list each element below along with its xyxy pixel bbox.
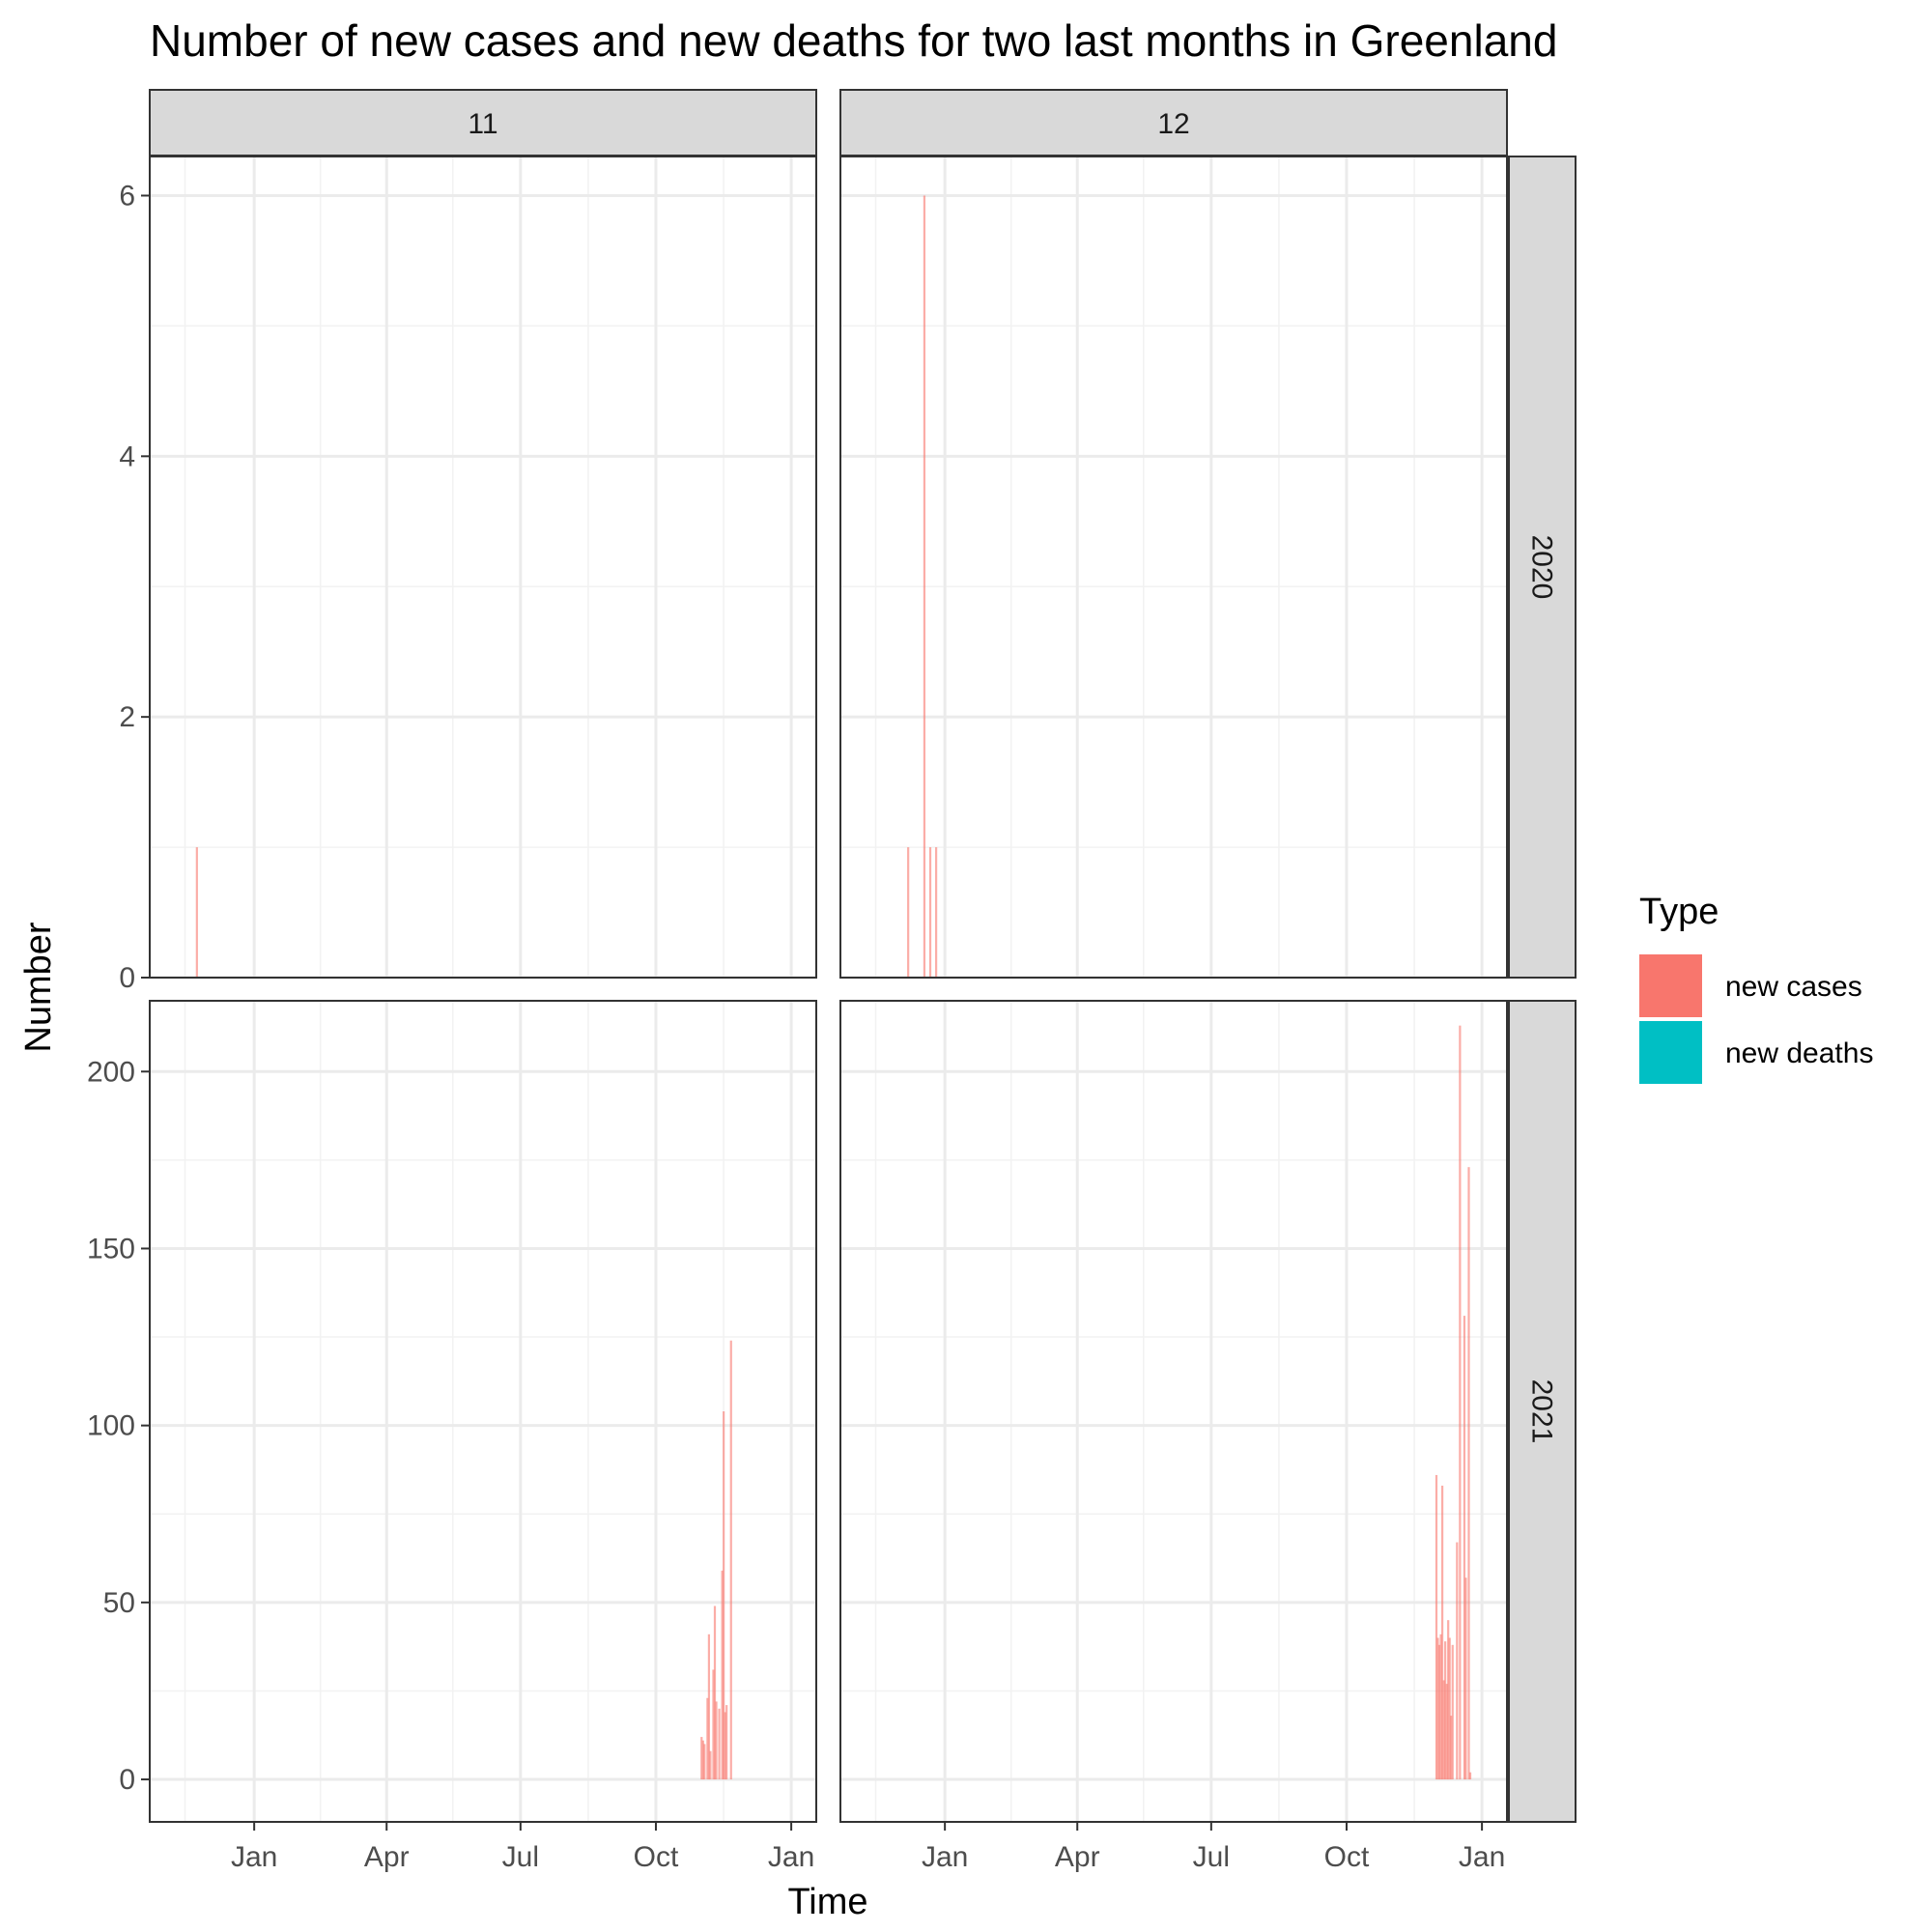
bar-new-cases [1450,1716,1453,1780]
bar-new-cases [721,1570,724,1780]
bar-new-cases [703,1744,706,1780]
y-tick-label: 0 [119,1764,135,1796]
y-axis-title: Number [18,922,59,1052]
x-tick-label: Apr [364,1841,410,1873]
legend-key [1639,954,1702,1017]
panel-background [840,1001,1507,1822]
row-strip-2020: 2020 [1508,156,1577,979]
bar-new-cases [928,847,932,978]
bar-new-cases [1456,1542,1459,1780]
x-tick-label: Jan [231,1841,277,1873]
facet-panels: 0 2 4 6 2020 0 50 100 150 200 Jan Apr Jul Oct Jan Jan Ap… [87,89,1577,1873]
x-tick-label: Jan [922,1841,968,1873]
bar-new-cases [718,1708,721,1780]
bar-new-cases [729,1340,732,1780]
facet-panel-12-2021: Jan Apr Jul Oct Jan [839,1000,1508,1873]
panel-border [839,1000,1508,1823]
bar-new-cases [1442,1680,1445,1780]
row-strip-background [1508,1000,1577,1823]
legend-title: Type [1639,892,1719,932]
row-strip-background [1508,156,1577,979]
bar-new-cases [1439,1634,1442,1780]
bar-new-cases [1440,1485,1444,1780]
legend-entry-new-deaths: new deaths [1639,1021,1873,1084]
x-tick-label: Jan [1459,1841,1505,1873]
legend-label: new deaths [1725,1037,1873,1069]
legend-key [1639,1021,1702,1084]
y-tick-label: 150 [87,1233,135,1264]
column-strip-background [149,89,817,156]
column-strip-label: 11 [468,108,497,140]
bar-new-cases [723,1411,725,1780]
column-strip-11: 11 [149,89,817,156]
bar-new-cases [1435,1474,1438,1780]
y-tick-label: 2 [119,701,135,733]
facet-panel-11-2021: 0 50 100 150 200 Jan Apr Jul Oct Jan [87,1000,817,1873]
bar-new-cases [712,1669,715,1780]
column-strip-label: 12 [1157,108,1189,140]
y-tick-label: 200 [87,1056,135,1088]
column-strip-background [839,89,1508,156]
bar-new-cases [1448,1637,1451,1780]
x-tick-label: Oct [634,1841,679,1873]
bar-new-cases [724,1712,726,1780]
legend-label: new cases [1725,971,1862,1003]
bar-new-cases [713,1605,717,1780]
bar-new-cases [1467,1167,1470,1780]
bar-new-cases [1444,1641,1447,1780]
bar-new-cases [700,1737,703,1780]
column-strip-12: 12 [839,89,1508,156]
y-tick-label: 0 [119,962,135,994]
bar-new-cases [1451,1644,1454,1780]
x-tick-label: Jul [1193,1841,1230,1873]
row-strip-label: 2020 [1526,535,1558,600]
bar-new-cases [707,1634,711,1780]
bar-new-cases [725,1705,728,1780]
facet-panel-12-2020 [839,156,1508,980]
legend: Type new cases new deaths [1639,892,1873,1084]
bar-new-cases [1445,1684,1448,1780]
bar-new-cases [1459,1025,1462,1780]
bar-new-cases [709,1750,712,1780]
x-tick-label: Jan [768,1841,814,1873]
y-tick-label: 4 [119,440,135,472]
bar-new-cases [935,847,938,978]
bar-new-cases [907,847,910,978]
x-axis-title: Time [787,1882,867,1922]
panel-border [149,1000,817,1823]
legend-entry-new-cases: new cases [1639,954,1862,1017]
bar-new-cases [1437,1644,1441,1780]
panel-background [840,156,1507,978]
y-tick-label: 50 [103,1587,135,1619]
panel-background [150,156,816,978]
panel-background [150,1001,816,1822]
bar-new-cases [1468,1772,1472,1780]
bar-new-cases [923,195,926,978]
bar-new-cases [195,847,198,978]
bar-new-cases [701,1740,704,1780]
bar-new-cases [706,1697,709,1780]
bar-new-cases [715,1701,718,1780]
bar-new-cases [1463,1316,1466,1780]
x-tick-label: Oct [1324,1841,1370,1873]
row-strip-label: 2021 [1526,1379,1558,1444]
facet-panel-11-2020: 0 2 4 6 [119,156,817,994]
y-tick-label: 100 [87,1410,135,1442]
bar-new-cases [1464,1577,1467,1780]
x-tick-label: Apr [1055,1841,1100,1873]
chart-title: Number of new cases and new deaths for t… [150,15,1557,66]
y-tick-label: 6 [119,180,135,212]
bar-new-cases [1436,1637,1439,1780]
x-tick-label: Jul [502,1841,539,1873]
row-strip-2021: 2021 [1508,1000,1577,1823]
bar-new-cases [1447,1620,1450,1780]
